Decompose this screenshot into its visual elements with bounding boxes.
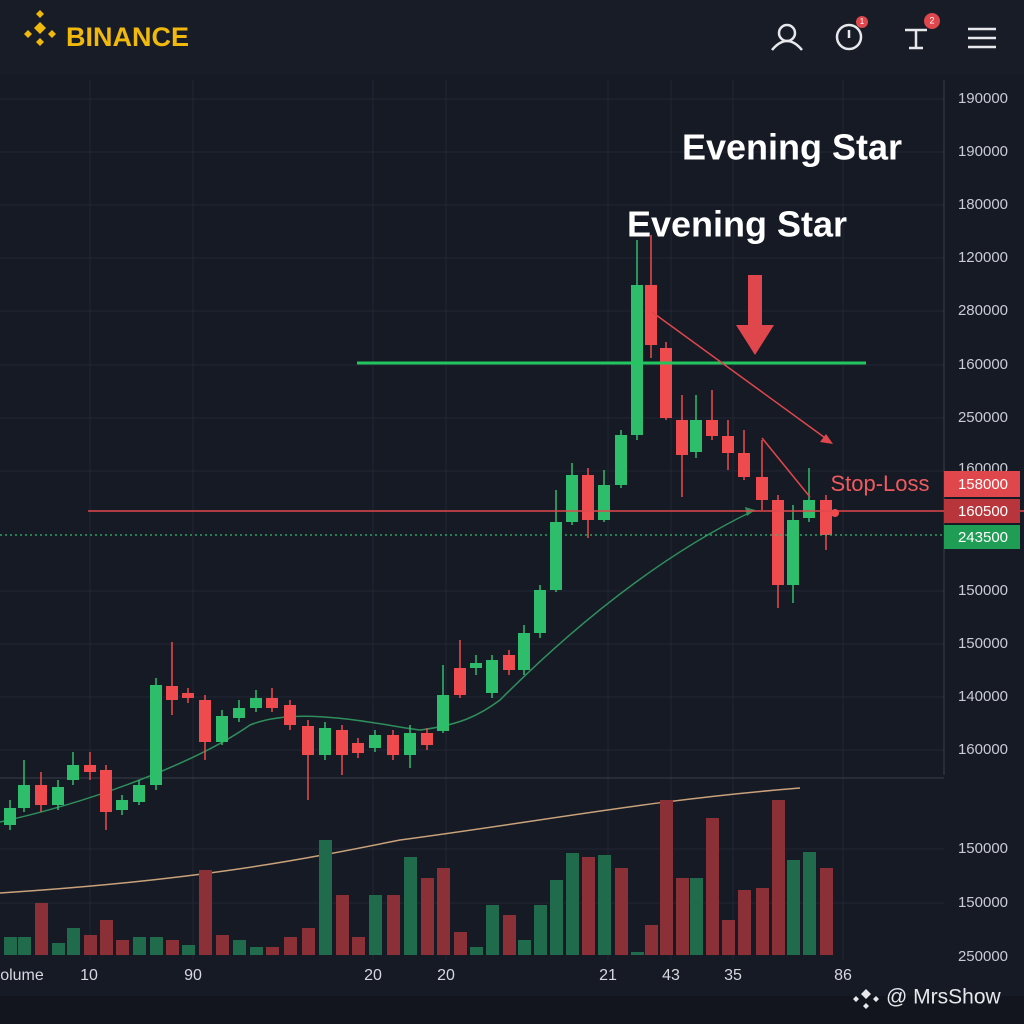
x-label: 35 bbox=[724, 967, 742, 984]
badge[interactable] bbox=[924, 13, 940, 29]
top-bar bbox=[0, 0, 1024, 75]
moving-average bbox=[0, 509, 756, 823]
down-arrow bbox=[736, 275, 774, 355]
x-label: olume bbox=[0, 967, 44, 984]
footer bbox=[0, 996, 1024, 1024]
price-label: 150000 bbox=[958, 582, 1008, 599]
grid bbox=[0, 80, 944, 960]
volume-label: 150000 bbox=[958, 894, 1008, 911]
x-label: 10 bbox=[80, 967, 98, 984]
brand: BINANCE bbox=[66, 22, 189, 52]
price-label: 190000 bbox=[958, 143, 1008, 160]
price-tag-label: 243500 bbox=[958, 529, 1008, 546]
annotation: Evening Star bbox=[682, 127, 902, 168]
badge-count: 1 bbox=[860, 17, 865, 26]
price-tag-label: 160500 bbox=[958, 503, 1008, 520]
logo-icon bbox=[24, 10, 56, 46]
x-label: 20 bbox=[437, 967, 455, 984]
badge-count: 2 bbox=[929, 15, 934, 25]
price-label: 140000 bbox=[958, 688, 1008, 705]
price-tag-label: 158000 bbox=[958, 476, 1008, 493]
annotation: Evening Star bbox=[627, 204, 847, 245]
watermark-icon bbox=[853, 989, 879, 1009]
x-label: 20 bbox=[364, 967, 382, 984]
price-label: 150000 bbox=[958, 635, 1008, 652]
volume-bars-up bbox=[4, 840, 816, 955]
header-icons bbox=[771, 23, 996, 51]
volume-bars-down bbox=[35, 800, 833, 955]
badge[interactable] bbox=[856, 16, 868, 28]
price-dot bbox=[831, 509, 839, 517]
price-label: 160000 bbox=[958, 356, 1008, 373]
price-tag bbox=[944, 471, 1020, 497]
price-label: 180000 bbox=[958, 196, 1008, 213]
annotation: Stop-Loss bbox=[830, 471, 929, 496]
price-tag bbox=[944, 525, 1020, 549]
trend-arrows bbox=[651, 311, 833, 498]
price-label: 120000 bbox=[958, 249, 1008, 266]
volume-label: 150000 bbox=[958, 840, 1008, 857]
price-label: 250000 bbox=[958, 409, 1008, 426]
x-label: 21 bbox=[599, 967, 617, 984]
price-label: 190000 bbox=[958, 90, 1008, 107]
volume-label: 250000 bbox=[958, 948, 1008, 965]
x-label: 86 bbox=[834, 967, 852, 984]
x-label: 43 bbox=[662, 967, 680, 984]
price-label: 160000 bbox=[958, 741, 1008, 758]
price-tag bbox=[944, 499, 1020, 523]
price-label: 280000 bbox=[958, 302, 1008, 319]
x-label: 90 bbox=[184, 967, 202, 984]
watermark: @ MrsShow bbox=[886, 986, 1002, 1009]
